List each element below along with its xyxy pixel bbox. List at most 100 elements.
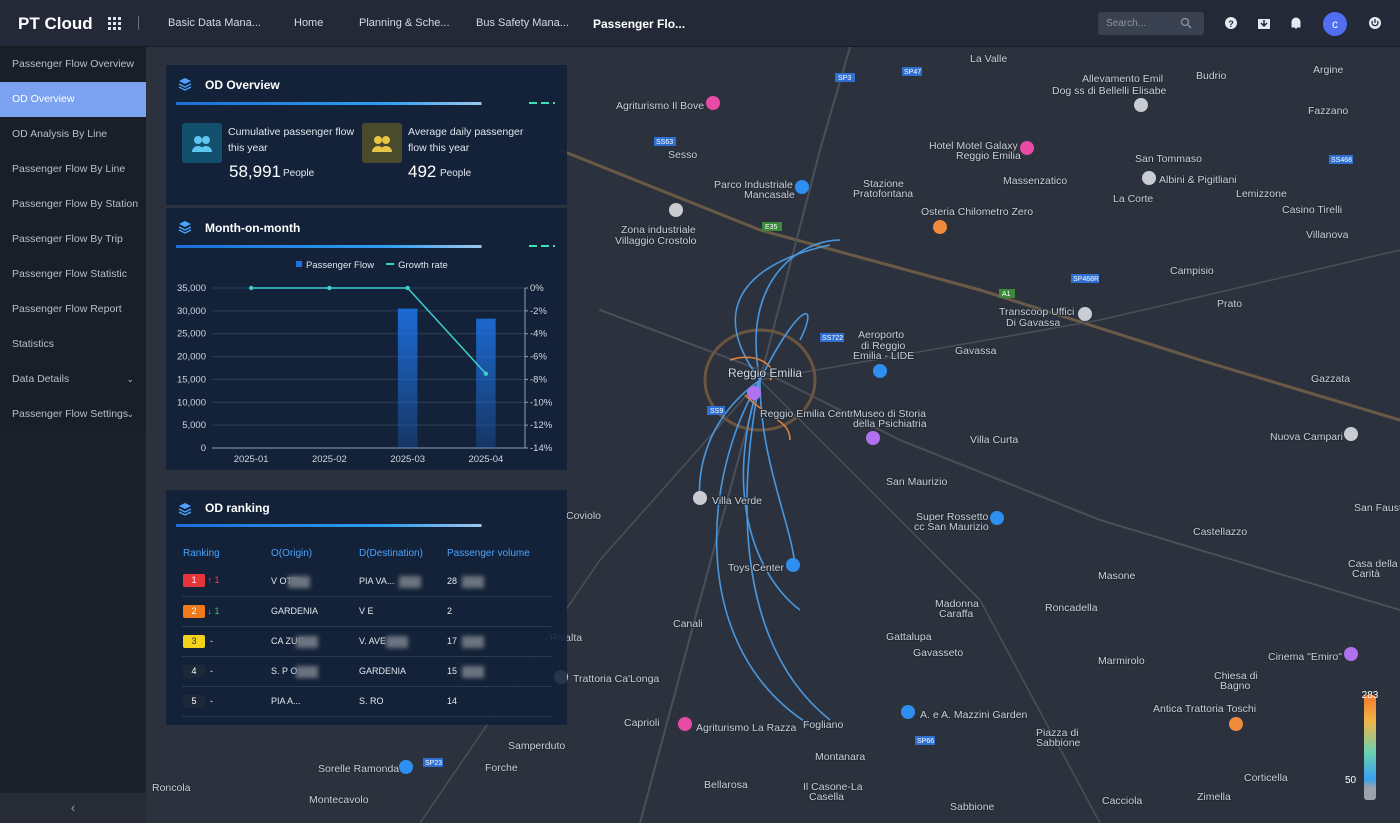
table-row[interactable]: 1 ↑ 1 V OTTI PIA VA... 28 <box>182 566 552 597</box>
line-point <box>483 371 489 376</box>
road-label: SP3 <box>838 75 851 82</box>
place: Emilia - LIDE <box>853 350 914 362</box>
place: Museo di Storia <box>853 408 926 420</box>
origin-cell: PIA A... <box>270 686 358 717</box>
route <box>759 313 809 381</box>
origin-cell: V OTTI <box>270 566 358 597</box>
y-tick-label: 20,000 <box>177 352 206 363</box>
place: Montanara <box>815 751 865 763</box>
power-icon[interactable] <box>1368 16 1382 30</box>
roads <box>419 46 1400 823</box>
rank-badge: 2 <box>183 604 205 618</box>
pin[interactable] <box>1229 717 1243 731</box>
pin[interactable] <box>693 491 707 505</box>
search-input[interactable]: Search... <box>1098 12 1204 35</box>
menu-item[interactable]: Passenger Flow By Station <box>12 198 139 210</box>
place: Di Gavassa <box>1006 317 1060 329</box>
pin[interactable] <box>866 431 880 445</box>
download-icon[interactable] <box>1257 16 1271 30</box>
place: Villa Verde <box>712 495 762 507</box>
logo[interactable]: PT Cloud <box>18 14 93 33</box>
place: Massenzatico <box>1003 175 1067 187</box>
place: Gazzata <box>1311 373 1350 385</box>
place: Bagno <box>1220 680 1251 692</box>
menu-item[interactable]: Passenger Flow By Trip <box>12 233 123 245</box>
place: Albini & Pigitliani <box>1159 174 1237 186</box>
privacy-blur <box>296 666 318 678</box>
pin[interactable] <box>933 220 947 234</box>
place: Nuova Campari <box>1270 431 1343 443</box>
pin[interactable] <box>1142 171 1156 185</box>
menu-item[interactable]: Passenger Flow By Line <box>12 163 126 175</box>
y-tick-label: 0 <box>201 443 206 454</box>
pin[interactable] <box>873 364 887 378</box>
pin[interactable] <box>669 203 683 217</box>
table-row[interactable]: 3 - CA ZUC... V. AVE 17 <box>182 626 552 657</box>
place: Budrio <box>1196 70 1227 82</box>
rank-change: - <box>210 635 214 646</box>
menu-item[interactable]: Passenger Flow Statistic <box>12 268 127 280</box>
road-label: SS722 <box>822 335 843 342</box>
nav-item[interactable]: Basic Data Mana... <box>168 17 261 29</box>
pin[interactable] <box>706 96 720 110</box>
menu-item[interactable]: Passenger Flow Report <box>12 303 122 315</box>
column-header: D(Destination) <box>359 547 423 559</box>
pin[interactable] <box>1344 427 1358 441</box>
menu-item[interactable]: Passenger Flow Overview <box>12 58 134 70</box>
privacy-blur <box>462 636 484 648</box>
menu-item[interactable]: Data Details ⌄ <box>12 373 134 385</box>
table-row[interactable]: 2 ↓ 1 GARDENIA V E 2 <box>182 596 552 627</box>
menu-item[interactable]: Statistics <box>12 338 55 350</box>
table-row[interactable]: 4 - S. P O -... GARDENIA 15 <box>182 656 552 687</box>
pin[interactable] <box>747 386 761 400</box>
table-row[interactable]: 5 - PIA A... S. RO 14 <box>182 686 552 717</box>
od-ranking-panel: OD ranking Ranking O(Origin) D(Destinati… <box>166 490 567 725</box>
place: Reggio Emilia <box>956 150 1021 162</box>
pin[interactable] <box>1020 141 1034 155</box>
nav-item[interactable]: Bus Safety Mana... <box>476 17 569 29</box>
pin[interactable] <box>990 511 1004 525</box>
menu-item[interactable]: OD Analysis By Line <box>12 128 108 140</box>
x-tick-label: 2025-03 <box>390 454 425 465</box>
collapse-button[interactable]: ‹ <box>0 793 146 823</box>
apps-icon[interactable] <box>108 17 122 31</box>
pin[interactable] <box>1344 647 1358 661</box>
y-tick-label: 5,000 <box>182 420 206 431</box>
road-label: SS63 <box>656 139 673 146</box>
search-icon[interactable] <box>1180 17 1192 29</box>
rank-badge: 5 <box>183 694 205 708</box>
place: Reggio Emilia <box>728 366 802 380</box>
column-header: Ranking <box>183 547 220 559</box>
place: Reggio Emilia Centro <box>760 408 859 420</box>
road <box>759 379 1101 823</box>
y2-tick-label: -2% <box>530 306 547 317</box>
pin[interactable] <box>1134 98 1148 112</box>
y-tick-label: 30,000 <box>177 306 206 317</box>
pin[interactable] <box>678 717 692 731</box>
menu-item[interactable]: Passenger Flow Settings ⌄ <box>12 408 134 420</box>
pin[interactable] <box>399 760 413 774</box>
place: Canali <box>673 618 703 630</box>
destination-cell: S. RO <box>358 686 446 717</box>
pin[interactable] <box>1078 307 1092 321</box>
rank-badge: 1 <box>183 574 205 588</box>
nav-item[interactable]: Home <box>294 17 324 29</box>
rank-badge: 3 <box>183 634 205 648</box>
title-underline <box>176 102 523 105</box>
panel-icon <box>178 503 192 516</box>
pin[interactable] <box>901 705 915 719</box>
nav-item[interactable]: Planning & Sche... <box>359 17 450 29</box>
pin[interactable] <box>795 180 809 194</box>
menu-item[interactable]: OD Overview <box>0 82 146 117</box>
help-icon[interactable]: ? <box>1224 16 1238 30</box>
bell-icon[interactable] <box>1289 16 1303 30</box>
avatar[interactable]: c <box>1323 12 1347 36</box>
nav-item[interactable]: Passenger Flo... <box>593 17 686 31</box>
pin[interactable] <box>786 558 800 572</box>
place: Caraffa <box>939 608 973 620</box>
od-routes <box>698 239 841 726</box>
place: Hotel Motel Galaxy <box>929 140 1018 152</box>
place: San Tommaso <box>1135 153 1202 165</box>
